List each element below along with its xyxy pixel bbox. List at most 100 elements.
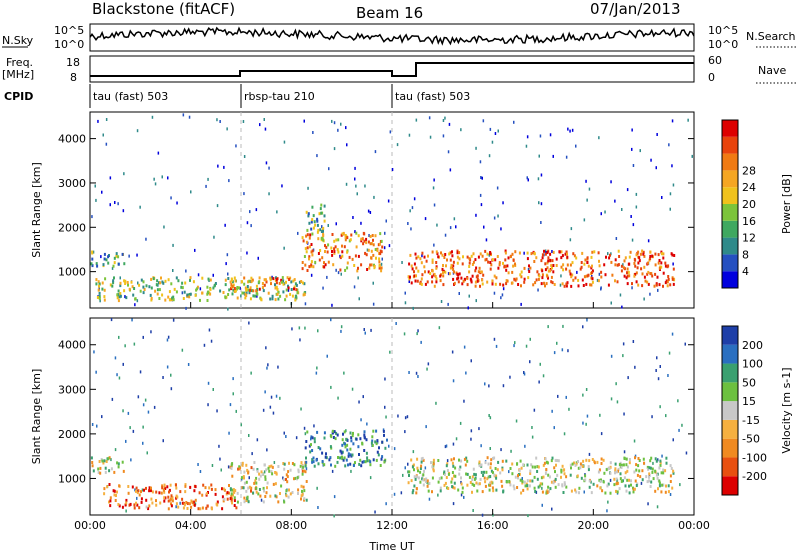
echo-cell <box>182 297 185 300</box>
echo-cell <box>341 455 343 459</box>
echo-cell <box>293 463 296 467</box>
scatter-cell <box>679 483 681 487</box>
echo-cell <box>420 277 423 281</box>
echo-cell <box>333 247 336 251</box>
echo-cell <box>527 276 530 280</box>
echo-cell <box>671 277 674 281</box>
echo-cell <box>188 502 191 506</box>
scatter-cell <box>567 127 569 131</box>
echo-cell <box>262 500 265 504</box>
scatter-cell <box>622 354 624 358</box>
echo-cell <box>150 486 152 490</box>
scatter-cell <box>416 332 418 336</box>
echo-cell <box>494 467 497 470</box>
echo-cell <box>435 250 438 254</box>
echo-cell <box>278 281 281 285</box>
echo-cell <box>271 294 274 298</box>
scatter-cell <box>533 408 536 412</box>
echo-cell <box>156 288 159 292</box>
echo-cell <box>267 466 270 470</box>
scatter-cell <box>337 271 340 275</box>
echo-cell <box>614 462 617 466</box>
echo-cell <box>113 489 116 493</box>
echo-cell <box>444 253 447 256</box>
scatter-cell <box>553 426 555 430</box>
echo-cell <box>301 236 304 240</box>
scatter-cell <box>657 288 659 292</box>
echo-cell <box>357 234 360 238</box>
scatter-cell <box>372 281 374 285</box>
echo-cell <box>626 282 629 286</box>
echo-cell <box>499 282 502 286</box>
colorbar-swatch <box>722 457 738 477</box>
echo-cell <box>445 264 447 268</box>
echo-cell <box>509 483 512 487</box>
echo-cell <box>427 489 430 493</box>
echo-cell <box>255 486 258 490</box>
echo-cell <box>175 483 177 487</box>
scatter-cell <box>451 350 454 354</box>
echo-cell <box>230 499 233 503</box>
scatter-cell <box>590 480 592 484</box>
echo-cell <box>570 466 572 470</box>
echo-cell <box>367 240 370 244</box>
echo-cell <box>571 273 574 277</box>
y-tick-label: 2000 <box>58 221 86 234</box>
echo-cell <box>346 448 349 452</box>
echo-cell <box>638 256 641 260</box>
echo-cell <box>207 277 210 281</box>
echo-cell <box>484 249 487 253</box>
echo-cell <box>491 486 494 490</box>
scatter-cell <box>488 384 490 388</box>
echo-cell <box>189 485 192 489</box>
frequency-series <box>90 62 694 77</box>
scatter-cell <box>626 188 629 192</box>
echo-cell <box>315 458 318 462</box>
echo-cell <box>420 464 423 468</box>
echo-cell <box>300 280 303 283</box>
echo-cell <box>184 490 187 494</box>
echo-cell <box>491 282 494 286</box>
echo-cell <box>422 478 425 482</box>
echo-cell <box>572 252 575 256</box>
echo-cell <box>456 251 459 255</box>
echo-cell <box>296 291 299 295</box>
echo-cell <box>366 268 369 271</box>
echo-cell <box>344 442 346 446</box>
colorbar-tick-label: 15 <box>742 395 756 408</box>
echo-cell <box>252 491 255 495</box>
echo-cell <box>254 294 257 298</box>
echo-cell <box>170 282 173 286</box>
echo-cell <box>551 266 553 270</box>
echo-cell <box>569 473 572 477</box>
echo-cell <box>320 203 323 207</box>
echo-cell <box>240 280 243 284</box>
echo-cell <box>513 487 516 491</box>
scatter-cell <box>355 184 357 188</box>
scatter-cell <box>227 272 229 276</box>
scatter-cell <box>619 293 622 297</box>
echo-cell <box>665 484 667 488</box>
scatter-cell <box>493 337 496 341</box>
echo-cell <box>607 482 610 486</box>
echo-cell <box>351 453 354 457</box>
echo-cell <box>109 283 112 287</box>
echo-cell <box>440 476 443 480</box>
echo-cell <box>312 456 315 460</box>
echo-cell <box>301 489 303 493</box>
echo-cell <box>653 284 656 288</box>
echo-cell <box>98 295 101 298</box>
echo-cell <box>671 486 674 490</box>
scatter-cell <box>226 127 228 131</box>
echo-cell <box>562 491 565 494</box>
scatter-cell <box>599 413 601 417</box>
freq-tick-top: 18 <box>66 56 80 69</box>
echo-cell <box>450 458 453 462</box>
echo-cell <box>161 293 164 297</box>
echo-cell <box>336 248 339 252</box>
echo-cell <box>524 484 527 488</box>
scatter-cell <box>351 387 354 391</box>
echo-cell <box>415 256 418 260</box>
echo-cell <box>265 468 268 472</box>
echo-cell <box>617 263 620 267</box>
